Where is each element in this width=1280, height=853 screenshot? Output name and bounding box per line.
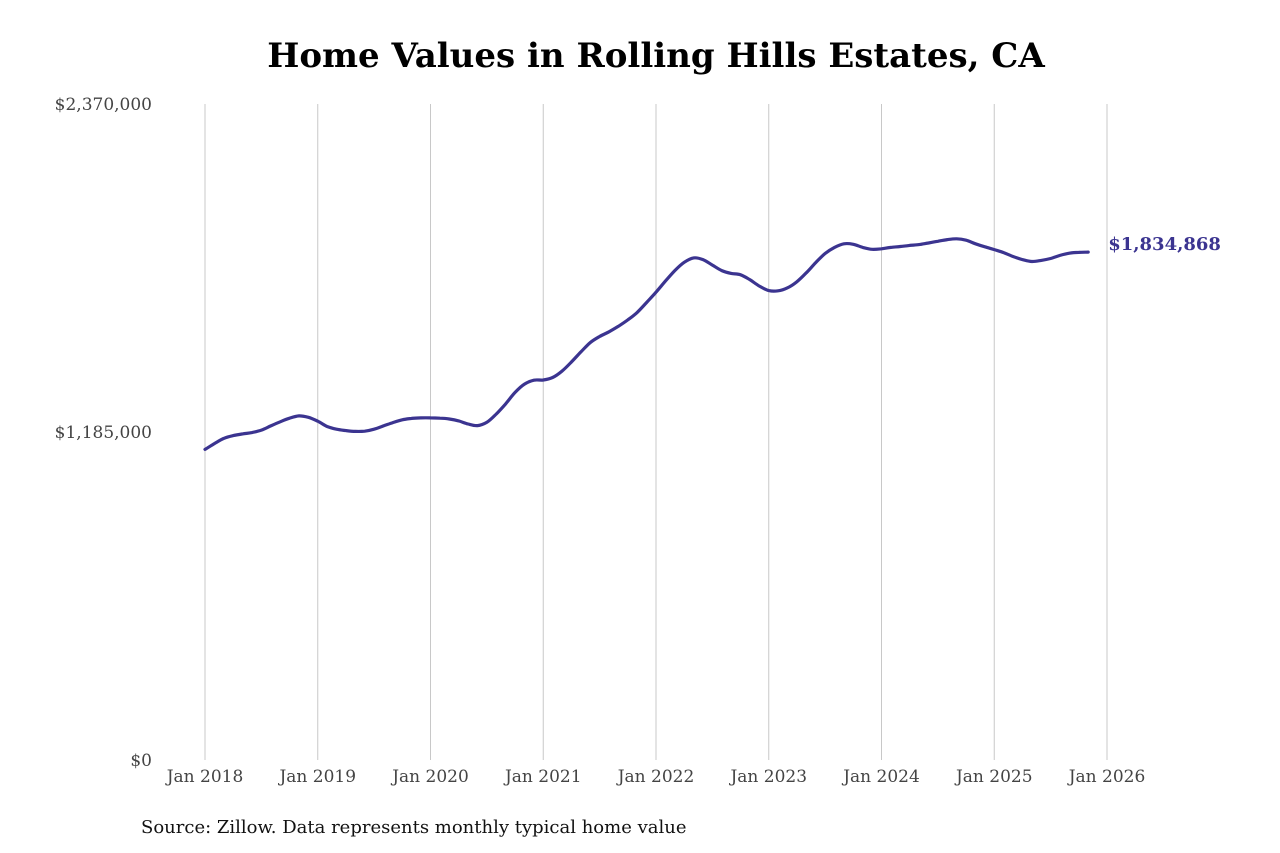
y-tick-label: $0 bbox=[130, 751, 152, 771]
x-tick-label: Jan 2019 bbox=[277, 767, 356, 787]
x-tick-label: Jan 2021 bbox=[503, 767, 582, 787]
x-tick-label: Jan 2024 bbox=[841, 767, 920, 787]
x-tick-label: Jan 2020 bbox=[390, 767, 469, 787]
y-tick-label: $1,185,000 bbox=[55, 423, 152, 443]
gridlines bbox=[204, 104, 1108, 760]
y-tick-label: $2,370,000 bbox=[55, 95, 152, 115]
x-tick-label: Jan 2023 bbox=[728, 767, 807, 787]
source-note: Source: Zillow. Data represents monthly … bbox=[141, 817, 687, 838]
x-tick-label: Jan 2018 bbox=[165, 767, 244, 787]
x-tick-label: Jan 2022 bbox=[616, 767, 695, 787]
x-tick-label: Jan 2026 bbox=[1067, 767, 1146, 787]
x-tick-label: Jan 2025 bbox=[954, 767, 1033, 787]
x-axis-ticks: Jan 2018 Jan 2019 Jan 2020 Jan 2021 Jan 2022… bbox=[165, 767, 1146, 787]
series-line bbox=[203, 237, 1090, 451]
chart-title: Home Values in Rolling Hills Estates, CA bbox=[267, 36, 1045, 76]
end-value-label: $1,834,868 bbox=[1108, 234, 1221, 255]
y-axis-ticks: $0 $1,185,000 $2,370,000 bbox=[55, 95, 152, 771]
